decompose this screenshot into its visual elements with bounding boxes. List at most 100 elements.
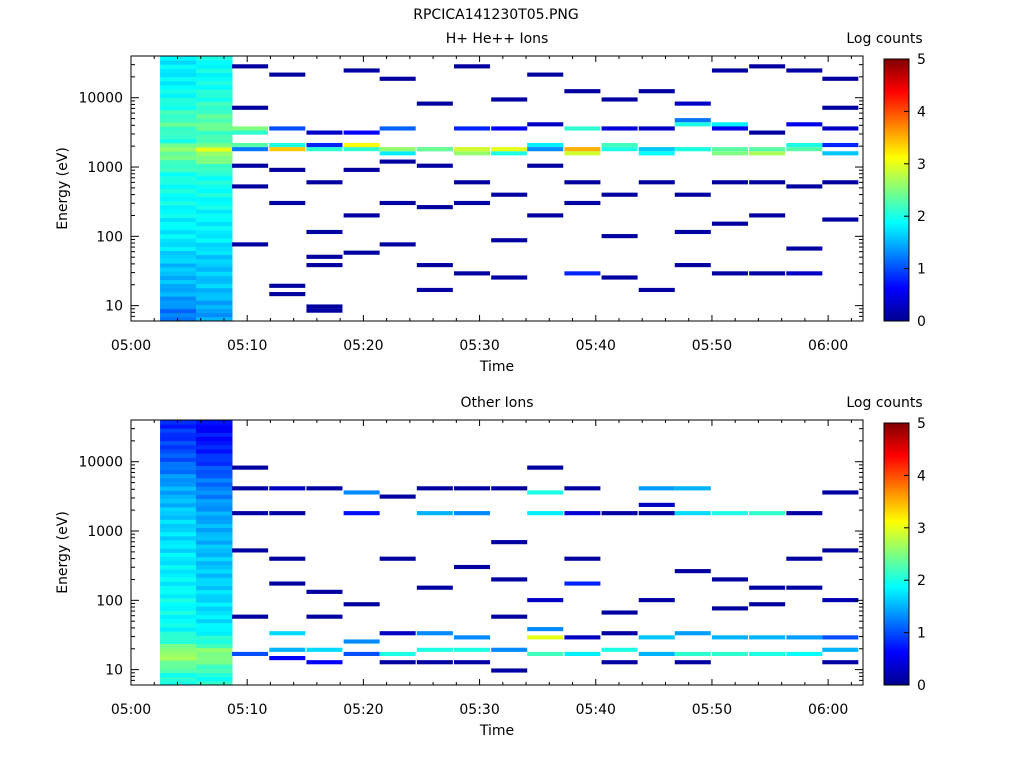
survey-cell (160, 631, 197, 636)
heatmap-cell (232, 105, 269, 110)
heatmap-cell (601, 511, 638, 516)
heatmap-cell (454, 486, 491, 491)
heatmap-cell (527, 511, 564, 516)
survey-cell (160, 585, 197, 591)
survey-cell (160, 72, 197, 78)
survey-cell (160, 80, 197, 86)
axes-frame (130, 55, 864, 322)
axes-frame (130, 419, 864, 686)
survey-cell (160, 304, 197, 309)
heatmap-cell (527, 163, 564, 168)
survey-cell (160, 308, 197, 314)
survey-cell (196, 196, 233, 202)
panel-title: H+ He++ Ions (446, 31, 549, 47)
survey-cell (196, 176, 233, 181)
y-tick-label: 100 (96, 593, 123, 609)
heatmap-cell (527, 651, 564, 657)
survey-cell (196, 448, 233, 454)
survey-cell (160, 477, 197, 483)
survey-cell (196, 126, 233, 131)
colorbar-label: Log counts (846, 395, 922, 411)
survey-cell (160, 639, 197, 644)
heatmap-cell (379, 556, 416, 561)
heatmap-cell (527, 490, 564, 495)
survey-cell (160, 664, 197, 669)
survey-cell (160, 527, 197, 533)
heatmap-cell (527, 142, 564, 148)
survey-cell (160, 643, 197, 649)
colorbar-tick-label: 3 (917, 157, 926, 173)
heatmap-cell (491, 192, 528, 197)
survey-cell (160, 205, 197, 210)
survey-cell (160, 535, 197, 541)
survey-cell (196, 118, 233, 123)
x-axis-label: Time (479, 359, 514, 375)
heatmap-cell (232, 163, 269, 168)
heatmap-cell (232, 242, 269, 247)
y-tick-label: 1000 (87, 524, 123, 540)
heatmap-cell (674, 631, 711, 636)
heatmap-cell (269, 126, 306, 131)
survey-cell (196, 544, 233, 549)
survey-cell (160, 680, 197, 686)
survey-cell (160, 465, 197, 471)
survey-cell (160, 548, 197, 553)
heatmap-cell (306, 142, 343, 148)
colorbar-tick-label: 3 (917, 521, 926, 537)
survey-cell (196, 60, 233, 65)
survey-cell (196, 523, 233, 529)
heatmap-cell (269, 556, 306, 561)
survey-cell (196, 602, 233, 607)
heatmap-cell (527, 122, 564, 127)
heatmap-cell (638, 635, 675, 640)
colorbar-tick-label: 4 (917, 468, 926, 484)
heatmap-cell (674, 486, 711, 491)
survey-cell (160, 436, 197, 442)
survey-cell (160, 672, 197, 678)
heatmap-cell (232, 147, 269, 152)
heatmap-cell (416, 631, 453, 636)
heatmap-cell (786, 122, 823, 127)
heatmap-cell (711, 221, 748, 226)
survey-cell (196, 246, 233, 252)
y-tick-label: 1000 (87, 160, 123, 176)
survey-cell (196, 535, 233, 541)
heatmap-cell (454, 564, 491, 570)
heatmap-cell (306, 304, 343, 309)
survey-cell (160, 448, 197, 454)
heatmap-cell (306, 647, 343, 652)
survey-cell (196, 589, 233, 595)
heatmap-cell (564, 180, 601, 185)
survey-cell (196, 577, 233, 582)
survey-cell (196, 56, 233, 61)
heatmap-cell (749, 64, 786, 69)
heatmap-cell (306, 263, 343, 268)
x-tick-label: 06:00 (808, 338, 848, 354)
heatmap-cell (416, 486, 453, 491)
survey-cell (196, 84, 233, 90)
survey-cell (196, 432, 233, 437)
survey-cell (196, 97, 233, 102)
heatmap-cell (822, 548, 859, 553)
heatmap-cell (343, 511, 380, 516)
survey-cell (160, 68, 197, 73)
survey-cell (160, 105, 197, 111)
heatmap-cell (343, 167, 380, 172)
heatmap-cell (749, 147, 786, 152)
heatmap-cell (232, 184, 269, 189)
heatmap-cell (343, 147, 380, 152)
survey-cell (160, 113, 197, 119)
survey-cell (196, 519, 233, 524)
survey-cell (160, 473, 197, 479)
heatmap-cell (491, 614, 528, 619)
heatmap-cell (343, 213, 380, 218)
heatmap-cell (601, 126, 638, 131)
survey-cell (196, 436, 233, 442)
survey-cell (196, 461, 233, 466)
heatmap-cell (822, 217, 859, 222)
heatmap-cell (822, 126, 859, 131)
heatmap-cell (601, 234, 638, 239)
heatmap-cell (306, 180, 343, 185)
survey-cell (196, 109, 233, 115)
x-tick-label: 05:20 (343, 702, 383, 718)
